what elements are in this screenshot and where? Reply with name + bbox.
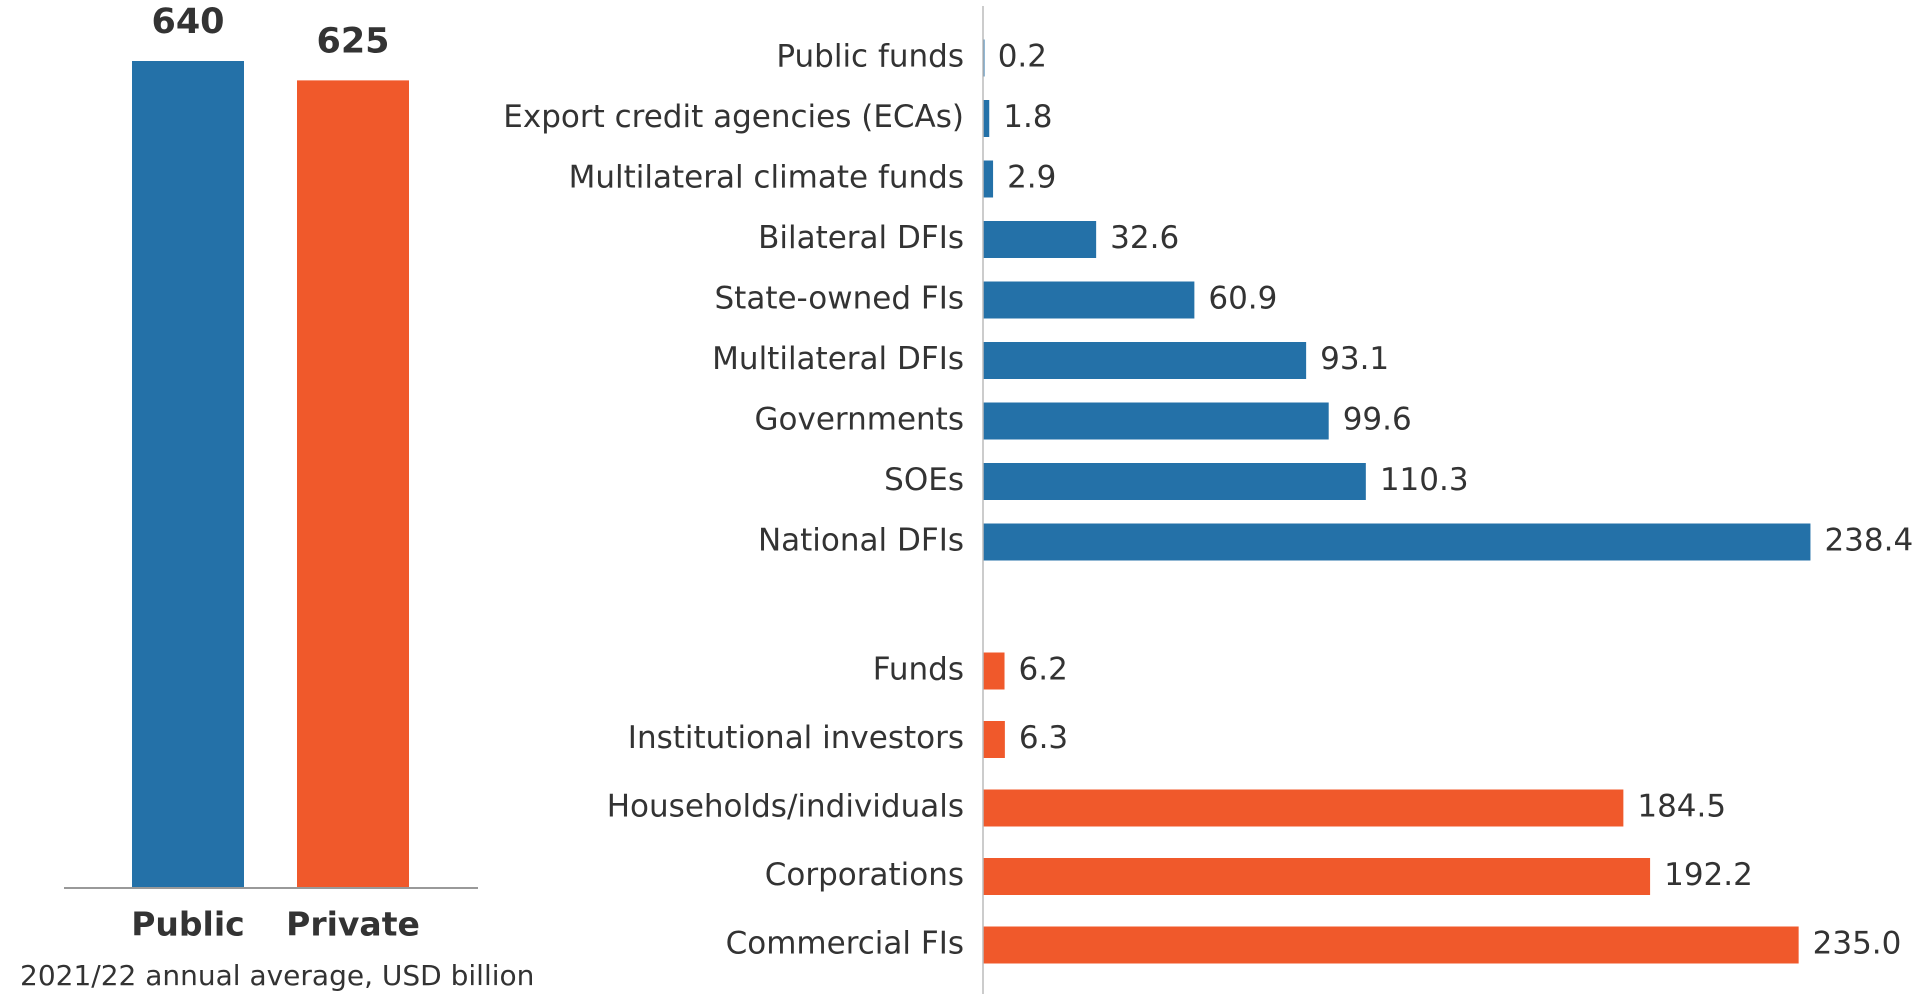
value-label: 2.9: [1007, 160, 1056, 196]
value-label: 238.4: [1824, 523, 1913, 559]
bar: [983, 721, 1005, 758]
category-label: Households/individuals: [607, 789, 964, 825]
value-label: 1.8: [1003, 99, 1052, 135]
x-tick-label: Public: [131, 905, 245, 944]
category-label: State-owned FIs: [714, 281, 964, 317]
bar: [983, 402, 1329, 440]
value-label: 110.3: [1380, 462, 1469, 498]
value-label: 6.3: [1019, 720, 1068, 756]
value-label: 0.2: [998, 39, 1047, 75]
value-label: 184.5: [1637, 789, 1726, 825]
x-tick-label: Private: [286, 905, 420, 944]
value-label: 640: [151, 2, 224, 42]
category-label: Institutional investors: [628, 720, 964, 756]
subtitle: 2021/22 annual average, USD billion: [20, 959, 534, 992]
category-label: Multilateral DFIs: [712, 341, 964, 377]
bar: [132, 61, 244, 888]
value-label: 192.2: [1664, 857, 1753, 893]
category-label: National DFIs: [758, 523, 964, 559]
category-label: Governments: [755, 402, 964, 438]
category-label: Funds: [873, 652, 964, 688]
category-label: Multilateral climate funds: [569, 160, 964, 196]
category-label: Public funds: [776, 39, 964, 75]
category-label: Corporations: [765, 857, 964, 893]
bar: [983, 926, 1799, 964]
bar: [983, 463, 1366, 500]
bar: [983, 789, 1624, 827]
value-label: 32.6: [1110, 220, 1179, 256]
bar: [983, 342, 1307, 379]
bar: [983, 652, 1005, 690]
value-label: 235.0: [1813, 926, 1902, 962]
bar: [983, 100, 990, 137]
category-label: Export credit agencies (ECAs): [503, 99, 964, 135]
category-label: Bilateral DFIs: [758, 220, 964, 256]
value-label: 625: [316, 21, 389, 61]
bar: [983, 858, 1651, 895]
category-label: Commercial FIs: [726, 926, 964, 962]
bar: [983, 160, 994, 198]
bar: [983, 221, 1097, 258]
value-label: 6.2: [1019, 652, 1068, 688]
value-label: 93.1: [1320, 341, 1389, 377]
value-label: 60.9: [1208, 281, 1277, 317]
bar: [983, 523, 1811, 561]
category-label: SOEs: [884, 462, 964, 498]
value-label: 99.6: [1343, 402, 1412, 438]
bar: [983, 281, 1195, 319]
bar: [297, 80, 409, 888]
